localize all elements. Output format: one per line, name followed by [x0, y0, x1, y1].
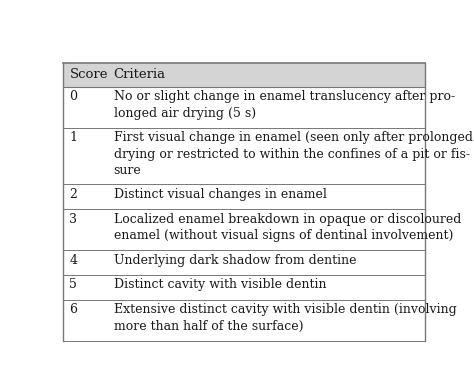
- Text: Extensive distinct cavity with visible dentin (involving
more than half of the s: Extensive distinct cavity with visible d…: [114, 303, 456, 333]
- Bar: [63, 63, 425, 87]
- Text: No or slight change in enamel translucency after pro-
longed air drying (5 s): No or slight change in enamel translucen…: [114, 90, 455, 120]
- Text: 2: 2: [69, 188, 77, 201]
- Text: 5: 5: [69, 278, 77, 291]
- Bar: [63, 250, 425, 275]
- Text: First visual change in enamel (seen only after prolonged air
drying or restricte: First visual change in enamel (seen only…: [114, 131, 474, 177]
- Bar: [63, 185, 425, 209]
- Text: 0: 0: [69, 90, 77, 103]
- Text: 1: 1: [69, 131, 77, 144]
- Bar: [63, 127, 425, 185]
- Text: Distinct cavity with visible dentin: Distinct cavity with visible dentin: [114, 278, 326, 291]
- Bar: [63, 209, 425, 250]
- Text: Localized enamel breakdown in opaque or discoloured
enamel (without visual signs: Localized enamel breakdown in opaque or …: [114, 213, 461, 242]
- Text: Criteria: Criteria: [114, 68, 166, 81]
- Text: 3: 3: [69, 213, 77, 226]
- Bar: [63, 275, 425, 300]
- Text: Underlying dark shadow from dentine: Underlying dark shadow from dentine: [114, 254, 356, 267]
- Bar: [63, 87, 425, 127]
- Text: 6: 6: [69, 303, 77, 316]
- Text: Score: Score: [69, 68, 108, 81]
- Text: Distinct visual changes in enamel: Distinct visual changes in enamel: [114, 188, 327, 201]
- Bar: [63, 300, 425, 340]
- Text: 4: 4: [69, 254, 77, 267]
